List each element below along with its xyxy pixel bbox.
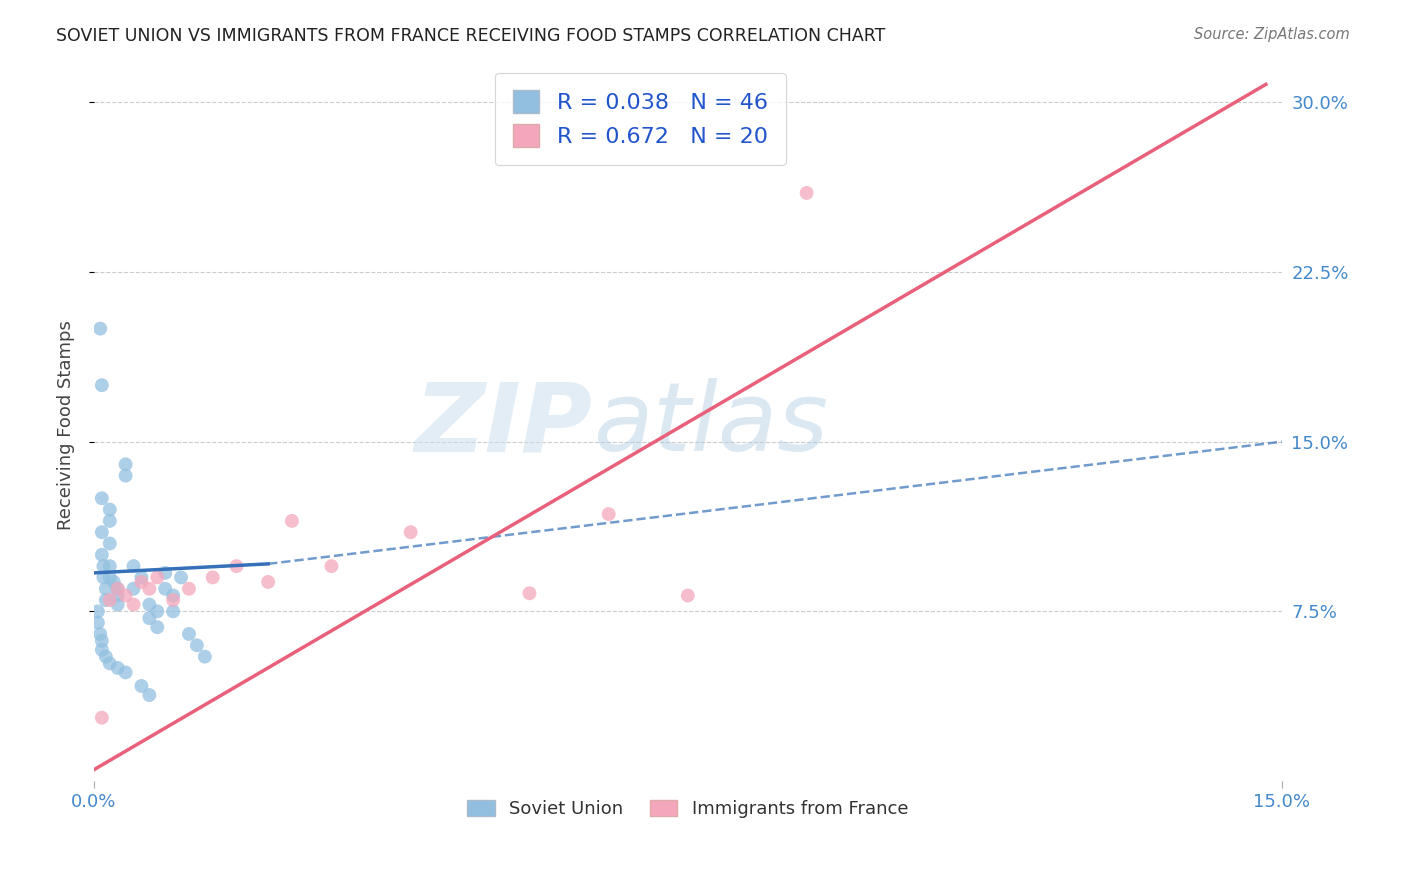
Point xyxy=(98,502,121,516)
Point xyxy=(87,615,110,630)
Point xyxy=(162,589,184,603)
Point xyxy=(94,582,117,596)
Point xyxy=(93,570,115,584)
Point xyxy=(90,548,112,562)
Point xyxy=(170,570,193,584)
Point xyxy=(194,649,217,664)
Text: Source: ZipAtlas.com: Source: ZipAtlas.com xyxy=(1194,27,1350,42)
Point xyxy=(138,582,160,596)
Point xyxy=(399,525,422,540)
Point xyxy=(131,570,153,584)
Y-axis label: Receiving Food Stamps: Receiving Food Stamps xyxy=(58,320,75,530)
Point xyxy=(90,491,112,506)
Point xyxy=(90,642,112,657)
Point xyxy=(103,574,125,589)
Point xyxy=(87,604,110,618)
Point xyxy=(98,570,121,584)
Point xyxy=(114,589,136,603)
Point xyxy=(138,598,160,612)
Point xyxy=(98,593,121,607)
Point xyxy=(201,570,224,584)
Point xyxy=(98,536,121,550)
Point xyxy=(177,582,200,596)
Point xyxy=(94,593,117,607)
Point xyxy=(131,574,153,589)
Point xyxy=(98,657,121,671)
Point xyxy=(107,661,129,675)
Point xyxy=(90,378,112,392)
Point xyxy=(186,638,208,652)
Point xyxy=(796,186,818,200)
Point xyxy=(94,649,117,664)
Point xyxy=(146,570,169,584)
Point xyxy=(162,593,184,607)
Point xyxy=(162,604,184,618)
Point xyxy=(146,604,169,618)
Point xyxy=(93,559,115,574)
Point xyxy=(131,679,153,693)
Point xyxy=(146,620,169,634)
Point xyxy=(89,321,111,335)
Point xyxy=(98,514,121,528)
Point xyxy=(122,598,145,612)
Point xyxy=(676,589,699,603)
Legend: Soviet Union, Immigrants from France: Soviet Union, Immigrants from France xyxy=(460,793,915,825)
Point xyxy=(90,525,112,540)
Point xyxy=(225,559,247,574)
Point xyxy=(90,633,112,648)
Point xyxy=(177,627,200,641)
Text: SOVIET UNION VS IMMIGRANTS FROM FRANCE RECEIVING FOOD STAMPS CORRELATION CHART: SOVIET UNION VS IMMIGRANTS FROM FRANCE R… xyxy=(56,27,886,45)
Point xyxy=(257,574,280,589)
Point xyxy=(122,559,145,574)
Point xyxy=(153,566,176,580)
Point xyxy=(281,514,304,528)
Point xyxy=(519,586,541,600)
Point xyxy=(89,627,111,641)
Point xyxy=(114,458,136,472)
Point xyxy=(90,711,112,725)
Point xyxy=(122,582,145,596)
Point xyxy=(107,582,129,596)
Point xyxy=(138,688,160,702)
Point xyxy=(138,611,160,625)
Text: atlas: atlas xyxy=(593,378,828,471)
Point xyxy=(153,582,176,596)
Point xyxy=(98,559,121,574)
Point xyxy=(598,507,620,521)
Point xyxy=(107,589,129,603)
Point xyxy=(107,582,129,596)
Text: ZIP: ZIP xyxy=(415,378,593,471)
Point xyxy=(114,468,136,483)
Point xyxy=(114,665,136,680)
Point xyxy=(321,559,343,574)
Point xyxy=(107,598,129,612)
